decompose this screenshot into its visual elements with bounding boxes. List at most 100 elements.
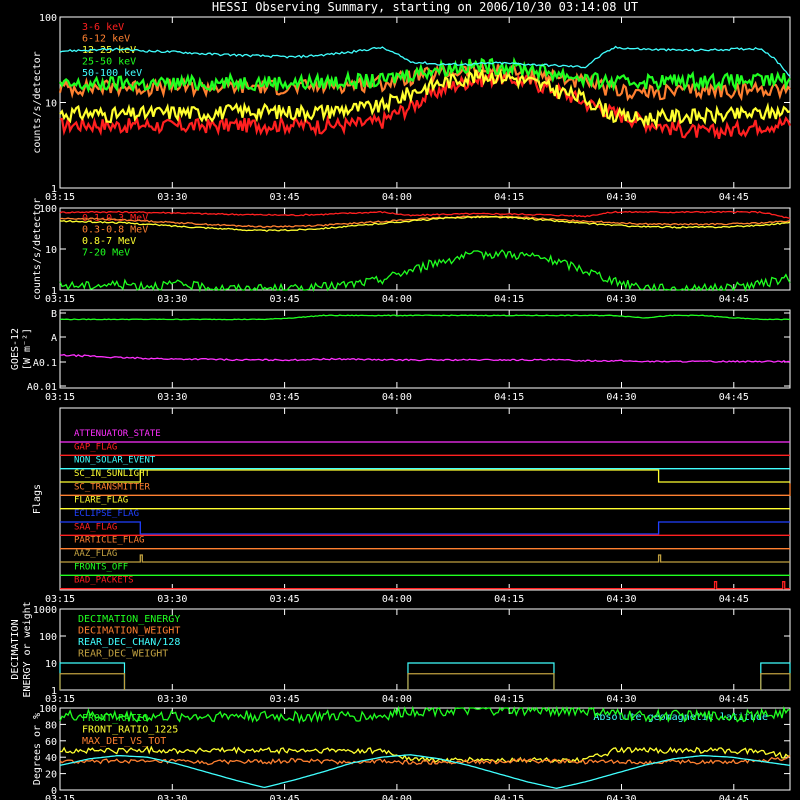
x-tick-label: 03:45 <box>270 694 300 705</box>
x-tick-label: 03:45 <box>270 594 300 605</box>
y-axis-label: Flags <box>32 484 43 514</box>
flag-line <box>60 554 790 563</box>
flag-label: SAA_FLAG <box>74 522 117 532</box>
x-tick-label: 04:00 <box>382 392 412 403</box>
flag-label: NON_SOLAR_EVENT <box>74 456 156 466</box>
x-tick-label: 03:15 <box>45 392 75 403</box>
y-tick-label: 80 <box>45 720 57 731</box>
x-tick-label: 04:45 <box>719 694 749 705</box>
flag-label: ECLIPSE_FLAG <box>74 509 139 519</box>
flag-label: AAZ_FLAG <box>74 549 117 559</box>
y-tick-label: 1000 <box>33 605 57 616</box>
annotation: Absolute geomagnetic latitude <box>593 712 768 723</box>
x-tick-label: 04:30 <box>606 192 636 203</box>
panel-goes: 03:15 03:30 03:45 04:00 04:15 04:30 04:45 GOES-… <box>10 309 791 403</box>
y-tick-label: 100 <box>39 204 57 215</box>
y-tick-label: 1 <box>51 686 57 697</box>
plot-title: HESSI Observing Summary, starting on 200… <box>212 0 638 14</box>
y-tick-label: 20 <box>45 770 57 781</box>
y-tick-label: 40 <box>45 753 57 764</box>
legend-entry: REAR_DEC_WEIGHT <box>78 649 168 660</box>
x-tick-label: 04:00 <box>382 694 412 705</box>
legend-entry: 12-25 keV <box>82 45 136 56</box>
panel-frame <box>59 608 791 691</box>
series-line <box>760 673 791 690</box>
flag-label: SC_TRANSMITTER <box>74 482 150 492</box>
x-tick-label: 03:30 <box>157 594 187 605</box>
x-tick-label: 04:00 <box>382 294 412 305</box>
x-tick-label: 04:00 <box>382 192 412 203</box>
y-tick-label: 1 <box>51 184 57 195</box>
flag-label: BAD_PACKETS <box>74 576 134 586</box>
x-tick-label: 04:15 <box>494 294 524 305</box>
panel-hi: 03:15 03:30 03:45 04:00 04:15 04:30 04:45 count… <box>32 198 791 305</box>
x-tick-label: 04:00 <box>382 794 412 800</box>
flag-line <box>60 521 790 535</box>
legend-entry: FRONT_RATIO_1225 <box>82 725 178 736</box>
x-tick-label: 03:30 <box>157 694 187 705</box>
x-tick-label: 04:15 <box>494 594 524 605</box>
y-tick-label: 10 <box>45 245 57 256</box>
y-tick-label: A <box>51 333 57 344</box>
series-line <box>59 45 791 77</box>
flag-label: ATTENUATOR_STATE <box>74 429 161 439</box>
x-tick-label: 04:45 <box>719 794 749 800</box>
y-tick-label: 100 <box>39 13 57 24</box>
x-tick-label: 03:30 <box>157 392 187 403</box>
x-tick-label: 04:45 <box>719 392 749 403</box>
x-tick-label: 03:45 <box>270 192 300 203</box>
series-line <box>59 215 791 228</box>
x-tick-label: 04:45 <box>719 192 749 203</box>
series-line <box>59 56 791 94</box>
series-line <box>59 210 791 219</box>
x-tick-label: 03:45 <box>270 794 300 800</box>
y-tick-label: B <box>51 309 57 320</box>
legend-entry: 50-100 keV <box>82 68 142 79</box>
x-tick-label: 03:30 <box>157 794 187 800</box>
x-tick-label: 03:30 <box>157 192 187 203</box>
panel-flags: 03:15 03:30 03:45 04:00 04:15 04:30 04:45 Flags… <box>32 407 791 605</box>
series-line <box>59 249 791 293</box>
panel-frame <box>59 407 791 591</box>
y-tick-label: 100 <box>39 632 57 643</box>
x-tick-label: 04:00 <box>382 594 412 605</box>
y-axis-label-2: [W m⁻²] <box>22 328 33 370</box>
x-tick-label: 04:30 <box>606 594 636 605</box>
x-tick-label: 03:45 <box>270 294 300 305</box>
flag-label: SC_IN_SUNLIGHT <box>74 469 150 479</box>
y-tick-label: 100 <box>39 704 57 715</box>
legend-entry: 7-20 MeV <box>82 248 130 259</box>
series-line <box>59 314 791 321</box>
y-axis-label: GOES-12 <box>10 328 21 370</box>
y-tick-label: 1 <box>51 286 57 297</box>
legend-entry: 25-50 keV <box>82 57 136 68</box>
y-tick-label: A0.1 <box>33 358 57 369</box>
legend-entry: 3-6 keV <box>82 22 124 33</box>
panel-frame <box>59 309 791 389</box>
panel-lo: 03:15 03:30 03:45 04:00 04:15 04:30 04:45 count… <box>32 13 792 203</box>
flag-label: FRONTS_OFF <box>74 562 128 572</box>
x-tick-label: 03:15 <box>45 694 75 705</box>
x-tick-label: 03:15 <box>45 192 75 203</box>
x-tick-label: 04:45 <box>719 294 749 305</box>
flag-line <box>60 469 790 483</box>
x-tick-label: 03:30 <box>157 294 187 305</box>
legend-entry: 0.1-0.3 MeV <box>82 213 148 224</box>
x-tick-label: 04:30 <box>606 392 636 403</box>
y-axis-label: counts/s/detector <box>32 198 43 300</box>
x-tick-label: 03:15 <box>45 294 75 305</box>
legend-entry: 0.8-7 MeV <box>82 236 136 247</box>
series-line <box>59 673 126 690</box>
series-line <box>59 69 791 130</box>
x-tick-label: 04:30 <box>606 294 636 305</box>
x-tick-label: 04:15 <box>494 192 524 203</box>
flag-line <box>60 483 791 496</box>
series-line <box>59 353 791 363</box>
flag-label: PARTICLE_FLAG <box>74 536 144 546</box>
legend-entry: REAR_DEC_CHAN/128 <box>78 637 180 648</box>
legend-entry: 6-12 keV <box>82 34 130 45</box>
series-line <box>59 705 791 725</box>
panel-decim: 03:15 03:30 03:45 04:00 04:15 04:30 04:45 DECIM… <box>10 601 791 705</box>
